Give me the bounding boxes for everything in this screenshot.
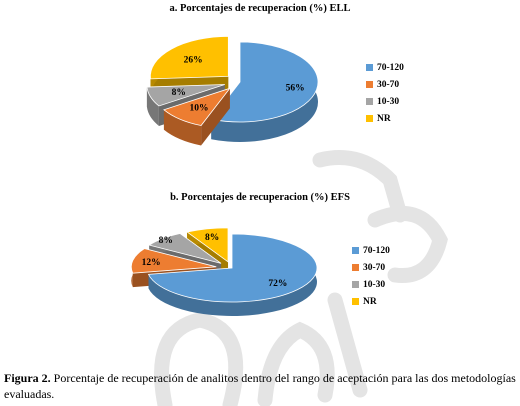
legend-swatch [352, 298, 359, 305]
data-label-70-120: 56% [286, 83, 305, 93]
legend-item-10-30: 10-30 [352, 276, 390, 293]
legend-label: NR [363, 296, 377, 307]
legend-label: 30-70 [363, 262, 386, 273]
legend-label: 70-120 [377, 62, 404, 73]
legend-item-NR: NR [352, 293, 390, 310]
pie-chart-b: 72% 12% 8% 8% [130, 227, 318, 316]
data-label-NR: 26% [184, 55, 203, 65]
data-label-30-70: 12% [142, 258, 161, 268]
legend-swatch [366, 64, 373, 71]
legend-item-10-30: 10-30 [366, 93, 404, 110]
data-label-NR: 8% [205, 233, 219, 243]
pie-chart-a: 56% 10%8% 26% [146, 35, 319, 146]
chart-title-b: b. Porcentajes de recuperacion (%) EFS [170, 192, 350, 203]
legend-item-30-70: 30-70 [366, 76, 404, 93]
legend-label: 10-30 [363, 279, 386, 290]
legend-b: 70-120 30-70 10-30 NR [352, 242, 390, 310]
legend-label: 30-70 [377, 79, 400, 90]
legend-swatch [366, 98, 373, 105]
figure-caption: Figura 2. Porcentaje de recuperación de … [4, 370, 516, 402]
chart-title-a: a. Porcentajes de recuperacion (%) ELL [169, 3, 351, 14]
data-label-10-30: 8% [159, 236, 173, 246]
data-label-10-30: 8% [172, 88, 186, 98]
legend-item-70-120: 70-120 [352, 242, 390, 259]
legend-label: 70-120 [363, 245, 390, 256]
legend-swatch [366, 115, 373, 122]
caption-text: Porcentaje de recuperación de analitos d… [4, 371, 516, 401]
legend-a: 70-120 30-70 10-30 NR [366, 59, 404, 127]
legend-swatch [352, 247, 359, 254]
legend-label: NR [377, 113, 391, 124]
legend-swatch [366, 81, 373, 88]
data-label-30-70: 10% [189, 103, 208, 113]
legend-item-70-120: 70-120 [366, 59, 404, 76]
legend-item-30-70: 30-70 [352, 259, 390, 276]
legend-swatch [352, 264, 359, 271]
data-label-70-120: 72% [268, 279, 287, 289]
legend-swatch [352, 281, 359, 288]
caption-label: Figura 2. [4, 371, 51, 385]
legend-item-NR: NR [366, 110, 404, 127]
pie-slice-70-120 [147, 233, 318, 316]
pie-slice-30-70 [163, 87, 231, 146]
legend-label: 10-30 [377, 96, 400, 107]
